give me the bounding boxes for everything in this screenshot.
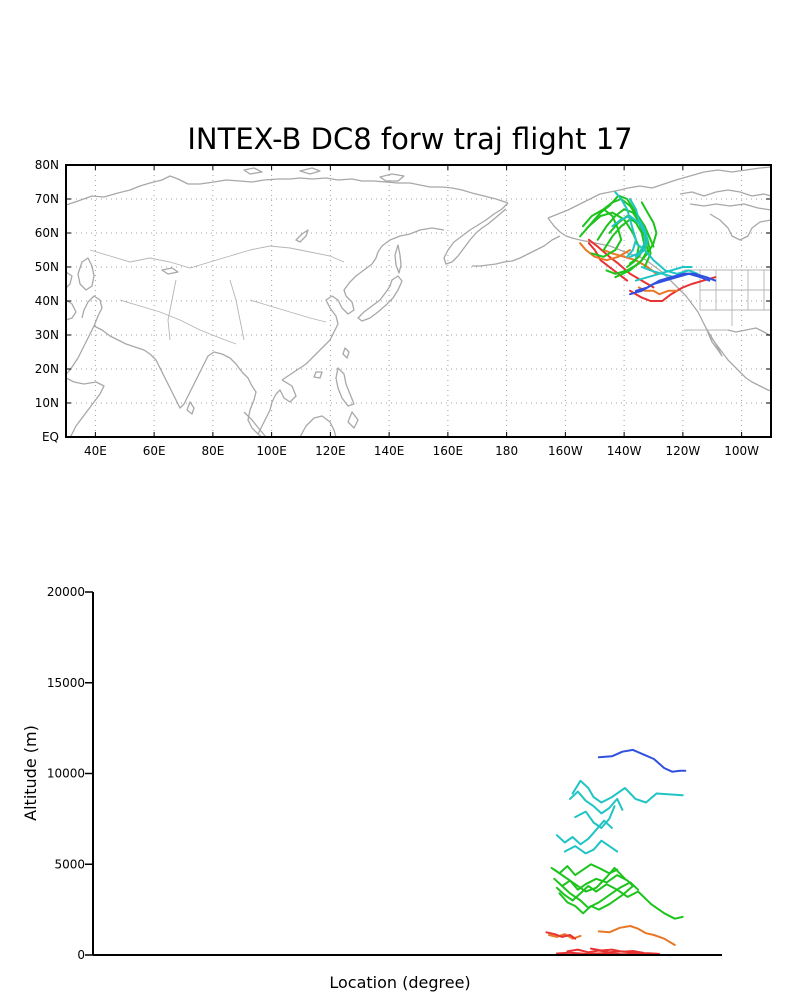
map-y-tick-label: 70N: [35, 192, 59, 206]
altitude-trajectory-line: [597, 748, 687, 773]
map-y-tick-label: 10N: [35, 396, 59, 410]
map-y-tick-label: 40N: [35, 294, 59, 308]
map-y-tick-label: 80N: [35, 158, 59, 172]
alt-y-tick-label: 15000: [47, 676, 85, 690]
coastline-siberia-islands: [243, 167, 405, 182]
coastline-sumatra: [243, 411, 267, 437]
coastline-philippines: [335, 367, 359, 429]
coastline-okhotsk-kamchatka: [371, 202, 509, 265]
altitude-trajectory-line: [590, 947, 645, 954]
altitude-trajectory-line: [550, 863, 619, 877]
map-x-tick-label: 100E: [256, 444, 287, 458]
alt-y-tick-label: 5000: [54, 857, 85, 871]
altitude-trajectory-line: [561, 881, 640, 909]
alt-x-axis-label: Location (degree): [329, 973, 470, 992]
map-x-tick-label: 80E: [201, 444, 224, 458]
map-x-tick-label: 160W: [548, 444, 583, 458]
coastline-baja: [705, 327, 723, 357]
alt-y-axis-label: Altitude (m): [21, 725, 40, 821]
map-y-tick-label: EQ: [42, 430, 59, 444]
map-trajectory-line: [582, 208, 623, 258]
map-x-tick-label: 180: [495, 444, 518, 458]
map-title: INTEX-B DC8 forw traj flight 17: [187, 122, 632, 156]
altitude-trajectories: [545, 748, 687, 956]
map-trajectory-line: [605, 201, 658, 275]
map-x-tick-label: 140W: [607, 444, 642, 458]
coastline-aleutians: [472, 257, 521, 267]
map-trajectory-line: [590, 194, 652, 241]
coastline-caspian: [77, 257, 95, 291]
altitude-trajectory-line: [571, 779, 684, 804]
altitude-trajectory-line: [553, 866, 626, 893]
coastline-sakhalin: [394, 244, 402, 274]
map-x-tick-label: 100W: [724, 444, 759, 458]
coastline-arctic-russia: [66, 175, 509, 206]
map-y-tick-label: 50N: [35, 260, 59, 274]
lake-balkhash: [161, 267, 179, 275]
altitude-trajectory-line: [545, 931, 577, 940]
map-x-ticks: 40E 60E 80E 100E 120E 140E 160E 180 160W 140W 120W…: [84, 165, 759, 458]
na-political-borders: [684, 269, 771, 331]
map-x-tick-label: 140E: [374, 444, 405, 458]
map-trajectory-line: [634, 272, 717, 292]
lake-baikal: [295, 229, 309, 243]
map-trajectory-line: [579, 242, 631, 262]
coastline-hudson-bay: [709, 213, 771, 241]
alt-y-ticks: 0 5000 10000 15000 20000: [47, 585, 93, 962]
asia-borders: [89, 245, 345, 345]
alt-y-tick-label: 20000: [47, 585, 85, 599]
map-trajectory-line: [611, 215, 646, 258]
altitude-profile: 0 5000 10000 15000 20000 Altitude (m) Locati…: [21, 585, 722, 992]
coastline-alaska: [519, 187, 639, 259]
altitude-trajectory-line: [555, 951, 661, 956]
map-y-tick-label: 20N: [35, 362, 59, 376]
altitude-trajectory-line: [553, 874, 634, 891]
map-x-tick-label: 120W: [665, 444, 700, 458]
map-trajectory-line: [629, 272, 711, 296]
altitude-trajectory-line: [574, 805, 616, 829]
coastline-japan: [357, 275, 403, 322]
trajectory-map: 40E 60E 80E 100E 120E 140E 160E 180 160W 140W 120W…: [35, 158, 772, 458]
coastline-gulf-of-mexico: [727, 327, 771, 337]
alt-y-tick-label: 10000: [47, 767, 85, 781]
altitude-trajectory-line: [569, 790, 624, 815]
coastline-south-asia: [93, 325, 243, 409]
coastline-indochina: [241, 371, 297, 437]
coastline-borneo: [299, 415, 337, 437]
coastline-sri-lanka: [186, 401, 195, 415]
map-trajectories: [579, 191, 717, 302]
map-x-tick-label: 160E: [433, 444, 464, 458]
altitude-trajectory-line: [563, 839, 619, 855]
map-x-tick-label: 60E: [143, 444, 166, 458]
map-y-ticks: EQ 10N 20N 30N 40N 50N 60N 70N 80N: [35, 158, 771, 444]
map-x-tick-label: 40E: [84, 444, 107, 458]
coastline-taiwan-hainan: [313, 347, 350, 379]
altitude-trajectory-line: [555, 883, 684, 920]
altitude-trajectory-line: [555, 819, 613, 846]
map-trajectory-line: [614, 191, 637, 258]
map-trajectory-line: [634, 266, 693, 282]
map-x-tick-label: 120E: [315, 444, 346, 458]
world-coastlines: [66, 166, 771, 437]
coastline-east-africa: [66, 377, 105, 437]
map-y-tick-label: 60N: [35, 226, 59, 240]
map-trajectory-line: [629, 276, 717, 302]
altitude-trajectory-line: [597, 925, 676, 946]
coastline-west-edge: [66, 271, 77, 321]
coastline-canada-arctic: [627, 166, 771, 211]
map-y-tick-label: 30N: [35, 328, 59, 342]
map-trajectory-line: [587, 238, 655, 289]
coastline-east-asia: [281, 263, 373, 381]
alt-y-tick-label: 0: [77, 948, 85, 962]
map-trajectory-line: [634, 242, 699, 275]
